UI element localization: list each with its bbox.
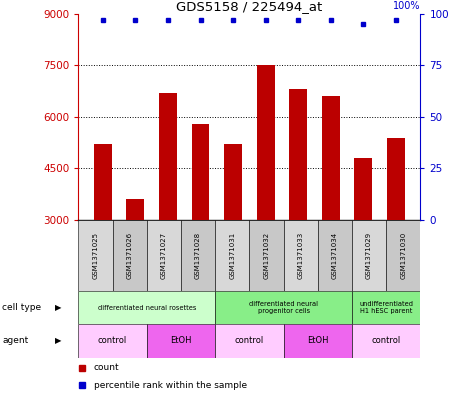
Bar — [352, 324, 420, 358]
Text: GSM1371031: GSM1371031 — [229, 232, 235, 279]
Text: GSM1371026: GSM1371026 — [127, 232, 133, 279]
Text: control: control — [371, 336, 401, 345]
Bar — [78, 291, 215, 324]
Text: ▶: ▶ — [55, 303, 61, 312]
Bar — [159, 93, 177, 220]
Text: control: control — [98, 336, 127, 345]
Bar — [352, 220, 386, 291]
Text: 100%: 100% — [393, 1, 420, 11]
Text: EtOH: EtOH — [307, 336, 329, 345]
Text: undifferentiated
H1 hESC parent: undifferentiated H1 hESC parent — [359, 301, 413, 314]
Bar — [354, 158, 372, 220]
Bar — [386, 220, 420, 291]
Bar — [147, 220, 181, 291]
Text: differentiated neural
progenitor cells: differentiated neural progenitor cells — [249, 301, 318, 314]
Text: GSM1371033: GSM1371033 — [298, 232, 304, 279]
Text: cell type: cell type — [2, 303, 41, 312]
Bar — [113, 220, 147, 291]
Text: GSM1371025: GSM1371025 — [93, 232, 98, 279]
Text: GSM1371029: GSM1371029 — [366, 232, 372, 279]
Bar — [284, 324, 352, 358]
Text: control: control — [235, 336, 264, 345]
Bar — [147, 324, 215, 358]
Bar — [191, 124, 209, 220]
Text: GSM1371027: GSM1371027 — [161, 232, 167, 279]
Bar — [126, 200, 144, 220]
Bar — [181, 220, 215, 291]
Text: agent: agent — [2, 336, 28, 345]
Text: count: count — [94, 363, 119, 372]
Bar — [215, 220, 249, 291]
Bar — [94, 144, 112, 220]
Bar — [256, 65, 275, 220]
Bar — [289, 90, 307, 220]
Bar — [78, 324, 147, 358]
Bar — [249, 220, 284, 291]
Text: GSM1371032: GSM1371032 — [264, 232, 269, 279]
Text: GSM1371034: GSM1371034 — [332, 232, 338, 279]
Text: GSM1371030: GSM1371030 — [400, 232, 406, 279]
Bar — [215, 291, 352, 324]
Bar — [78, 220, 113, 291]
Bar — [318, 220, 352, 291]
Text: GSM1371028: GSM1371028 — [195, 232, 201, 279]
Text: ▶: ▶ — [55, 336, 61, 345]
Text: differentiated neural rosettes: differentiated neural rosettes — [97, 305, 196, 310]
Text: EtOH: EtOH — [170, 336, 192, 345]
Bar — [322, 96, 340, 220]
Bar — [387, 138, 405, 220]
Bar — [284, 220, 318, 291]
Bar — [215, 324, 284, 358]
Text: percentile rank within the sample: percentile rank within the sample — [94, 381, 247, 390]
Bar — [352, 291, 420, 324]
Title: GDS5158 / 225494_at: GDS5158 / 225494_at — [176, 0, 323, 13]
Bar — [224, 144, 242, 220]
